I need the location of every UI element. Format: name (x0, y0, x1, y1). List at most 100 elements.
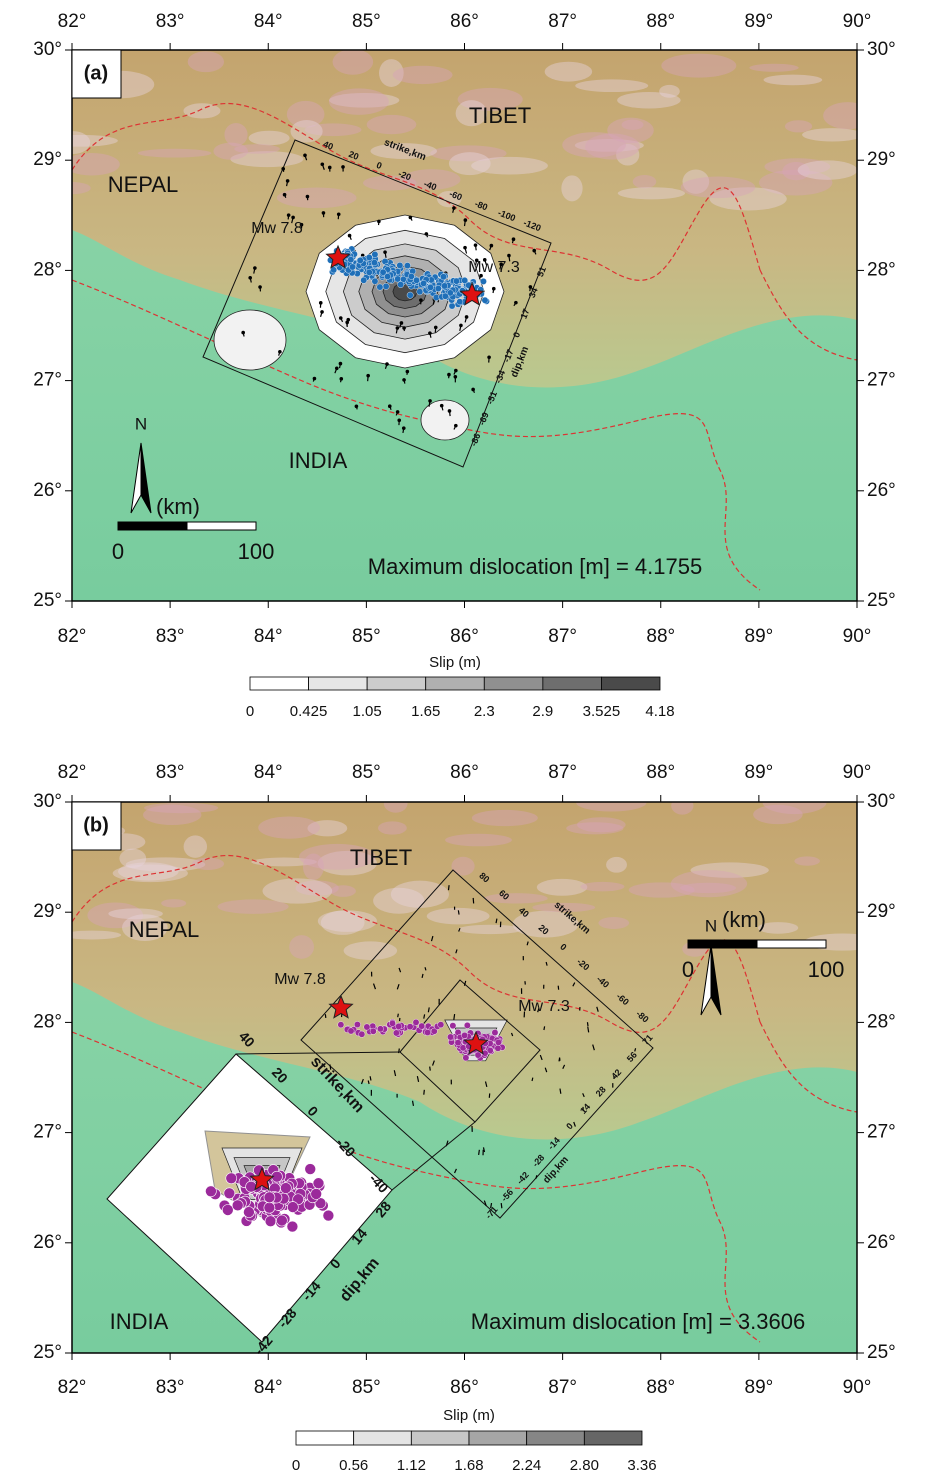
grid-node (402, 378, 406, 382)
high-relief (545, 62, 592, 82)
aftershock (311, 1188, 322, 1199)
grid-node (328, 166, 332, 170)
slip-vector (544, 1026, 545, 1030)
lon-label: 88° (646, 11, 675, 32)
lat-label: 27° (867, 370, 896, 391)
lon-label: 82° (58, 626, 87, 647)
colorbar-segment (484, 677, 543, 690)
high-relief (633, 175, 657, 188)
high-relief (661, 54, 736, 78)
slip-vector (370, 1076, 371, 1080)
grid-node (400, 321, 404, 325)
aftershock (450, 1022, 456, 1028)
lon-label: 87° (548, 11, 577, 32)
aftershock (413, 1019, 419, 1025)
lon-label: 83° (156, 762, 185, 783)
high-relief (749, 64, 798, 72)
event-label: Mw 7.3 (468, 259, 520, 276)
aftershock (424, 1029, 430, 1035)
grid-node (248, 276, 252, 280)
aftershock (460, 1045, 466, 1051)
colorbar-segment (426, 677, 485, 690)
aftershock (447, 1034, 453, 1040)
high-relief (823, 102, 872, 129)
lat-label: 28° (33, 1011, 62, 1032)
grid-node (487, 355, 491, 359)
lat-label: 29° (867, 149, 896, 170)
aftershock (338, 1022, 344, 1028)
grid-node (339, 362, 343, 366)
high-relief (384, 794, 408, 813)
panel-label: (a) (84, 62, 108, 84)
slip-vector (424, 1090, 425, 1095)
aftershock (464, 1022, 470, 1028)
aftershock (205, 1186, 216, 1197)
lon-label: 89° (745, 626, 774, 647)
aftershock (366, 254, 372, 260)
grid-node (287, 213, 291, 217)
aftershock (440, 274, 446, 280)
aftershock (359, 1031, 365, 1037)
colorbar-tick: 3.36 (627, 1457, 656, 1474)
grid-node (339, 377, 343, 381)
colorbar-tick: 4.18 (645, 703, 674, 720)
scale-bar (118, 522, 187, 530)
high-relief (680, 883, 736, 893)
high-relief (472, 810, 538, 826)
scale-bar (187, 522, 256, 530)
aftershock (361, 277, 367, 283)
lat-label: 25° (867, 590, 896, 611)
grid-node (454, 424, 458, 428)
aftershock (246, 1181, 257, 1192)
high-relief (184, 835, 207, 857)
grid-node (291, 216, 295, 220)
grid-node (341, 165, 345, 169)
grid-node (348, 234, 352, 238)
grid-node (322, 211, 326, 215)
lon-label: 90° (843, 1377, 872, 1398)
aftershock (389, 1020, 395, 1026)
scale-label: 100 (808, 957, 845, 982)
grid-node (388, 404, 392, 408)
place-name: INDIA (110, 1309, 169, 1334)
colorbar-segment (250, 677, 309, 690)
lon-label: 85° (352, 1377, 381, 1398)
lat-label: 30° (867, 39, 896, 60)
high-relief (618, 187, 685, 199)
aftershock (495, 1045, 501, 1051)
colorbar-title: Slip (m) (429, 654, 481, 671)
slip-vector (458, 910, 459, 914)
high-relief (258, 816, 320, 838)
grid-node (321, 162, 325, 166)
lon-label: 87° (548, 762, 577, 783)
scale-label: 0 (682, 957, 694, 982)
high-relief (451, 857, 474, 876)
grid-node (396, 326, 400, 330)
grid-node (406, 370, 410, 374)
lon-label: 87° (548, 1377, 577, 1398)
aftershock (453, 278, 459, 284)
slip-vector (424, 1014, 425, 1018)
slip-vector (587, 1022, 588, 1026)
lon-label: 82° (58, 762, 87, 783)
aftershock (323, 1210, 334, 1221)
lon-label: 90° (843, 11, 872, 32)
high-relief (213, 143, 248, 160)
colorbar-tick: 1.65 (411, 703, 440, 720)
grid-node (464, 218, 468, 222)
grid-node (397, 418, 401, 422)
grid-node (402, 326, 406, 330)
lat-label: 29° (867, 901, 896, 922)
lon-label: 86° (450, 1377, 479, 1398)
figure: 40200-20-40-60-80-100-120strike,km513417… (0, 0, 931, 1474)
lon-label: 88° (646, 762, 675, 783)
grid-node (396, 410, 400, 414)
colorbar-tick: 1.12 (397, 1457, 426, 1474)
colorbar-segment (543, 677, 602, 690)
colorbar-segment (367, 677, 426, 690)
lon-label: 88° (646, 626, 675, 647)
colorbar-segment (309, 677, 368, 690)
high-relief (192, 857, 224, 870)
high-relief (598, 917, 629, 929)
slip-contour (421, 400, 469, 440)
